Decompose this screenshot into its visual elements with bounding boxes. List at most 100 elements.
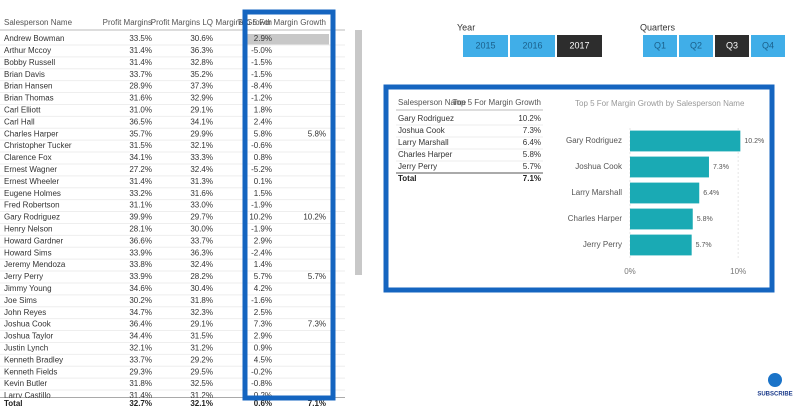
table-cell: 34.1%: [129, 153, 152, 162]
table-cell: 4.5%: [254, 355, 272, 364]
slicer-option[interactable]: 2017: [569, 40, 589, 50]
table-cell: 5.7%: [308, 272, 326, 281]
table-cell: 31.4%: [129, 391, 152, 400]
table-cell: 35.2%: [190, 70, 213, 79]
bar[interactable]: [630, 182, 700, 204]
bar[interactable]: [630, 234, 692, 256]
total-cell: 32.1%: [190, 399, 213, 408]
scrollbar[interactable]: [355, 30, 362, 275]
data-label: 7.3%: [713, 164, 729, 171]
slicer-button[interactable]: [557, 35, 602, 57]
table-cell: 32.3%: [190, 308, 213, 317]
slicer-button[interactable]: [510, 35, 555, 57]
slicer-button[interactable]: [463, 35, 508, 57]
table-cell: 5.8%: [254, 129, 272, 138]
table-cell: 31.0%: [129, 106, 152, 115]
table-cell: 2.4%: [254, 117, 272, 126]
y-tick-label: Joshua Cook: [575, 162, 623, 171]
slicer-option[interactable]: 2016: [522, 40, 542, 50]
subscribe-icon[interactable]: [768, 373, 782, 387]
column-header[interactable]: Profit Margins LQ: [151, 18, 213, 27]
slicer-button[interactable]: [751, 35, 785, 57]
table-cell: 34.6%: [129, 284, 152, 293]
table-cell: Fred Robertson: [4, 201, 60, 210]
table-cell: 10.2%: [303, 213, 326, 222]
table-cell: -1.6%: [251, 296, 272, 305]
slicer-option[interactable]: Q4: [762, 40, 774, 50]
table-cell: Arthur Mccoy: [4, 46, 51, 55]
table-cell: 33.7%: [129, 70, 152, 79]
table-cell: 32.5%: [190, 379, 213, 388]
table-cell: Gary Rodriguez: [398, 114, 454, 123]
table-cell: 33.8%: [129, 260, 152, 269]
highlight-box: [383, 84, 775, 293]
table-cell: 33.7%: [129, 355, 152, 364]
slicer-option[interactable]: Q2: [690, 40, 702, 50]
table-cell: Jeremy Mendoza: [4, 260, 66, 269]
table-cell: 10.2%: [249, 213, 272, 222]
column-header[interactable]: Salesperson Name: [398, 98, 467, 107]
table-cell: 31.6%: [129, 94, 152, 103]
table-cell: John Reyes: [4, 308, 46, 317]
table-cell: 31.4%: [129, 58, 152, 67]
table-cell: 1.5%: [254, 189, 272, 198]
table-cell: 27.2%: [129, 165, 152, 174]
column-header[interactable]: Top 5 For Margin Growth: [453, 98, 541, 107]
column-header[interactable]: Top 5 For Margin Growth: [238, 18, 326, 27]
table-cell: 31.4%: [129, 46, 152, 55]
slicer-button[interactable]: [679, 35, 713, 57]
slicer-button[interactable]: [643, 35, 677, 57]
slicer-option[interactable]: 2015: [475, 40, 495, 50]
slicer-option[interactable]: Q1: [654, 40, 666, 50]
table-cell: 36.3%: [190, 248, 213, 257]
table-cell: 5.8%: [308, 129, 326, 138]
table-cell: 32.1%: [190, 141, 213, 150]
table-cell: 32.9%: [190, 94, 213, 103]
table-cell: 6.4%: [523, 138, 541, 147]
x-tick-label: 0%: [624, 267, 636, 276]
table-cell: Joshua Taylor: [4, 332, 54, 341]
table-cell: -1.5%: [251, 70, 272, 79]
bar[interactable]: [630, 156, 709, 178]
table-cell: 36.5%: [129, 117, 152, 126]
table-cell: 34.4%: [129, 332, 152, 341]
table-cell: 29.5%: [190, 367, 213, 376]
table-cell: -2.4%: [251, 248, 272, 257]
subscribe-label[interactable]: SUBSCRIBE: [757, 392, 792, 398]
table-cell: -5.2%: [251, 165, 272, 174]
table-cell: 1.4%: [254, 260, 272, 269]
table-cell: 33.9%: [129, 248, 152, 257]
data-label: 5.8%: [697, 216, 713, 223]
x-tick-label: 10%: [730, 267, 746, 276]
column-header[interactable]: Profit Margins: [103, 18, 152, 27]
table-cell: -8.4%: [251, 82, 272, 91]
table-cell: Kenneth Fields: [4, 367, 57, 376]
table-cell: 31.2%: [190, 344, 213, 353]
data-label: 6.4%: [703, 190, 719, 197]
table-cell: 0.8%: [254, 153, 272, 162]
table-cell: 34.1%: [190, 117, 213, 126]
total-cell: 32.7%: [129, 399, 152, 408]
bar[interactable]: [630, 208, 693, 230]
table-cell: 33.0%: [190, 201, 213, 210]
table-cell: 30.4%: [190, 284, 213, 293]
table-cell: Larry Marshall: [398, 138, 449, 147]
table-cell: Andrew Bowman: [4, 34, 64, 43]
table-cell: 7.3%: [308, 320, 326, 329]
y-tick-label: Charles Harper: [568, 214, 623, 223]
slicer-option[interactable]: Q3: [726, 40, 738, 50]
table-cell: 35.7%: [129, 129, 152, 138]
table-cell: 37.3%: [190, 82, 213, 91]
table-cell: 31.1%: [129, 201, 152, 210]
bar[interactable]: [630, 130, 741, 152]
table-cell: Howard Gardner: [4, 236, 63, 245]
table-cell: 0.1%: [254, 177, 272, 186]
y-tick-label: Larry Marshall: [571, 188, 622, 197]
table-cell: Brian Davis: [4, 70, 45, 79]
slicer-button[interactable]: [715, 35, 749, 57]
table-cell: 31.8%: [190, 296, 213, 305]
chart-title: Top 5 For Margin Growth by Salesperson N…: [575, 99, 745, 108]
table-cell: Justin Lynch: [4, 344, 48, 353]
column-header[interactable]: Salesperson Name: [4, 18, 73, 27]
table-cell: Jerry Perry: [398, 162, 437, 171]
